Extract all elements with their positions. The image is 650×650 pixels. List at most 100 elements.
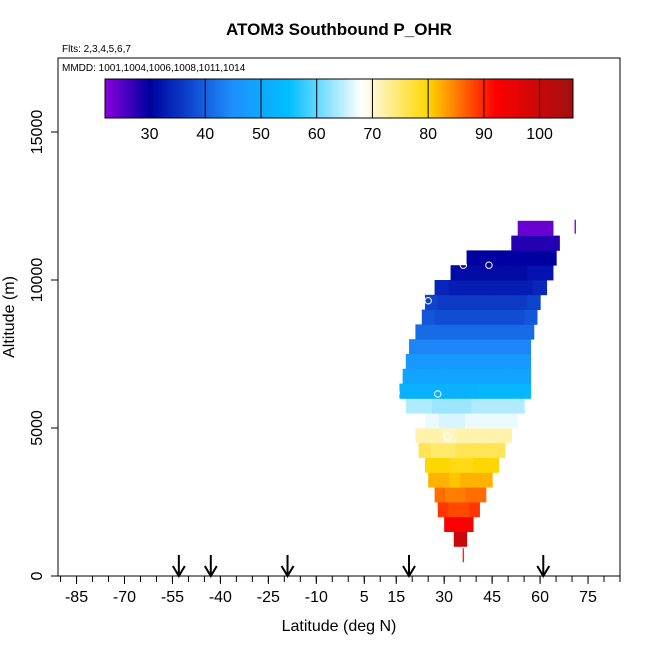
colorbar-swatch bbox=[130, 79, 134, 118]
colorbar-swatch bbox=[334, 79, 338, 118]
flight-arrow-head bbox=[203, 565, 218, 578]
colorbar-swatch bbox=[156, 79, 160, 118]
data-marker bbox=[434, 390, 442, 398]
colorbar-swatch bbox=[331, 79, 335, 118]
colorbar-swatch bbox=[563, 79, 567, 118]
colorbar-swatch bbox=[346, 79, 349, 118]
colorbar-swatch bbox=[233, 79, 237, 118]
colorbar-swatch bbox=[498, 79, 501, 118]
heatmap-cell bbox=[504, 383, 518, 399]
heatmap-cell bbox=[517, 383, 532, 399]
heatmap-cell bbox=[441, 324, 456, 340]
colorbar-frame bbox=[104, 78, 574, 119]
colorbar-swatch bbox=[437, 79, 441, 118]
colorbar-swatch bbox=[416, 79, 420, 118]
colorbar-swatch bbox=[214, 79, 218, 118]
colorbar-swatch bbox=[540, 79, 544, 118]
heatmap-cell bbox=[453, 368, 468, 384]
colorbar-swatch bbox=[112, 79, 115, 118]
colorbar-swatch bbox=[353, 79, 356, 118]
colorbar-swatch bbox=[357, 79, 361, 118]
colorbar-swatch bbox=[189, 79, 193, 118]
colorbar-swatch bbox=[551, 79, 555, 118]
colorbar-swatch bbox=[165, 79, 169, 118]
heatmap-cell bbox=[516, 339, 532, 355]
heatmap-cell bbox=[484, 398, 499, 414]
colorbar-swatch bbox=[313, 79, 317, 118]
heatmap-cell bbox=[480, 442, 494, 458]
heatmap-cell bbox=[437, 502, 449, 518]
colorbar-swatch bbox=[456, 79, 459, 118]
colorbar-swatch bbox=[427, 79, 431, 118]
heatmap-cell bbox=[432, 398, 446, 414]
colorbar-swatch bbox=[339, 79, 342, 118]
colorbar-swatch bbox=[161, 79, 164, 118]
colorbar-swatch bbox=[523, 79, 527, 118]
colorbar-swatch bbox=[140, 79, 143, 118]
colorbar-swatch bbox=[257, 79, 260, 118]
colorbar-swatch bbox=[123, 79, 127, 118]
colorbar-swatch bbox=[116, 79, 120, 118]
colorbar-swatch bbox=[542, 79, 546, 118]
heatmap-cell bbox=[511, 309, 525, 325]
heatmap-cell bbox=[418, 442, 432, 458]
flight-arrow-head bbox=[280, 565, 295, 578]
heatmap-cell bbox=[405, 354, 421, 370]
colorbar-swatch bbox=[535, 79, 539, 118]
colorbar-swatch bbox=[411, 79, 415, 118]
heatmap-cells bbox=[399, 220, 560, 547]
colorbar-swatch bbox=[479, 79, 483, 118]
heatmap-cell bbox=[453, 531, 461, 547]
colorbar-swatch bbox=[224, 79, 228, 118]
heatmap-cell bbox=[451, 383, 466, 399]
colorbar-swatch bbox=[170, 79, 174, 118]
heatmap-cell bbox=[476, 265, 490, 281]
heatmap-cell bbox=[465, 487, 477, 503]
colorbar-swatch bbox=[278, 79, 281, 118]
heatmap-cell bbox=[460, 472, 472, 488]
colorbar-swatch bbox=[222, 79, 225, 118]
colorbar-swatch bbox=[404, 79, 408, 118]
colorbar-swatch bbox=[240, 79, 244, 118]
colorbar-swatch bbox=[570, 79, 574, 118]
colorbar-swatch bbox=[121, 79, 125, 118]
data-marker bbox=[392, 388, 400, 397]
colorbar-swatch bbox=[296, 79, 300, 118]
heatmap-cell bbox=[504, 413, 519, 429]
heatmap-cell bbox=[449, 472, 461, 488]
colorbar-swatch bbox=[308, 79, 312, 118]
colorbar-swatch bbox=[530, 79, 534, 118]
colorbar-swatch bbox=[203, 79, 207, 118]
colorbar-swatch bbox=[247, 79, 251, 118]
colorbar-swatch bbox=[348, 79, 352, 118]
colorbar-swatch bbox=[306, 79, 310, 118]
heatmap-cell bbox=[463, 516, 474, 532]
heatmap-cell bbox=[543, 250, 557, 266]
heatmap-cell bbox=[412, 413, 426, 429]
colorbar-swatch bbox=[294, 79, 298, 118]
heatmap-cell bbox=[424, 457, 438, 473]
colorbar-swatch bbox=[196, 79, 200, 118]
colorbar-swatch bbox=[193, 79, 197, 118]
heatmap-cell bbox=[468, 502, 480, 518]
colorbar-swatch bbox=[474, 79, 478, 118]
colorbar-swatch bbox=[317, 79, 321, 118]
x-tick-label: -10 bbox=[305, 589, 328, 606]
heatmap-cell bbox=[458, 398, 473, 414]
colorbar-swatch bbox=[488, 79, 492, 118]
x-tick-label: -70 bbox=[113, 589, 136, 606]
heatmap-cell bbox=[467, 324, 482, 340]
colorbar-swatch bbox=[512, 79, 515, 118]
heatmap-cell bbox=[464, 383, 479, 399]
heatmap-cell bbox=[501, 265, 516, 281]
heatmap-cell bbox=[492, 250, 506, 266]
heatmap-cell bbox=[467, 442, 481, 458]
colorbar-swatch bbox=[299, 79, 303, 118]
y-axis-label: Altitude (m) bbox=[1, 276, 18, 358]
colorbar-swatch bbox=[521, 79, 525, 118]
y-tick-label: 15000 bbox=[29, 110, 46, 155]
heatmap-cell bbox=[466, 250, 480, 266]
x-tick-label: -25 bbox=[257, 589, 280, 606]
heatmap-cell bbox=[488, 354, 504, 370]
colorbar-swatch bbox=[154, 79, 157, 118]
